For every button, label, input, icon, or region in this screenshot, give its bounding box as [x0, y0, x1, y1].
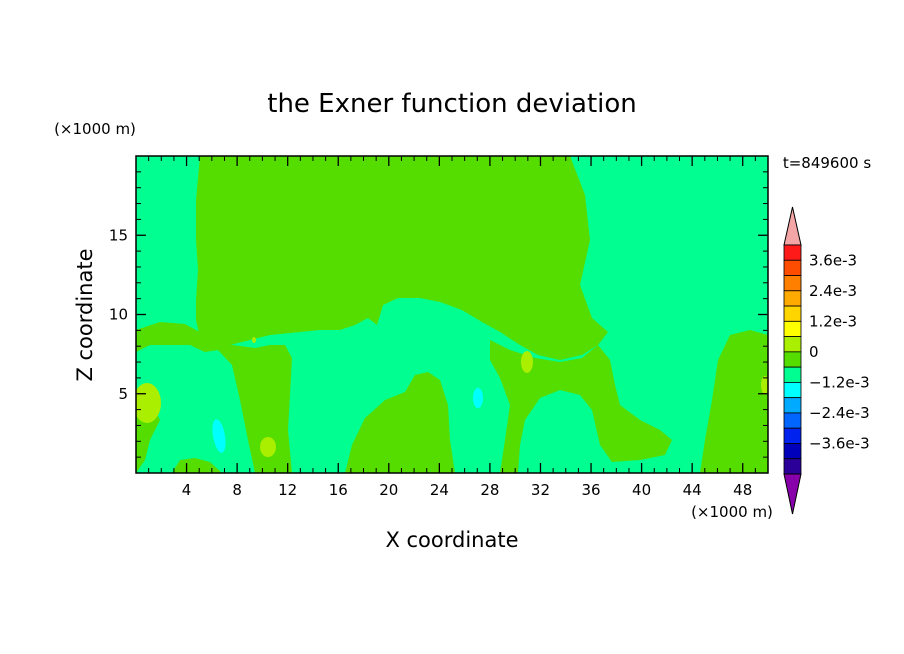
colorbar-label: −1.2e-3: [809, 373, 870, 391]
colorbar-swatch: [783, 305, 802, 322]
colorbar-label: −3.6e-3: [809, 434, 870, 452]
colorbar-label: −2.4e-3: [809, 404, 870, 422]
colorbar-swatch: [783, 244, 802, 261]
y-axis-label: Z coordinate: [73, 248, 97, 381]
colorbar-swatch: [783, 336, 802, 353]
x-tick-label: 28: [480, 481, 499, 499]
colorbar-label: 1.2e-3: [809, 312, 857, 330]
x-tick-label: 20: [379, 481, 398, 499]
colorbar-swatch: [783, 366, 802, 383]
colorbar-swatch: [783, 381, 802, 399]
colorbar-swatch: [783, 275, 802, 292]
x-axis-ticks: 4 8 12 16 20 24 28 32 36 40 44 48: [148, 156, 756, 499]
contour-spot-3: [521, 351, 533, 373]
x-tick-label: 48: [733, 481, 752, 499]
contour-region-lower-right: [700, 330, 768, 473]
contour-cyan-2: [473, 388, 483, 408]
colorbar-swatch: [783, 397, 802, 414]
colorbar-swatch: [783, 443, 802, 460]
contour-region-left: [136, 322, 292, 473]
colorbar-label: 3.6e-3: [809, 251, 857, 269]
colorbar-label: 0: [809, 343, 819, 361]
contour-region-right: [490, 340, 672, 473]
colorbar-swatch: [783, 412, 802, 429]
colorbar-under-arrow: [783, 473, 802, 515]
colorbar: 3.6e-3 2.4e-3 1.2e-3 0 −1.2e-3 −2.4e-3 −3.6e-3: [783, 206, 870, 515]
contour-spot-1: [136, 383, 161, 423]
colorbar-swatch: [783, 351, 802, 368]
x-tick-label: 4: [182, 481, 192, 499]
x-unit-label: (×1000 m): [691, 503, 773, 521]
x-tick-label: 16: [329, 481, 348, 499]
y-tick-label: 10: [109, 306, 128, 324]
contour-spot-5: [252, 337, 256, 343]
contour-field: [136, 156, 768, 473]
y-axis-ticks: 5 10 15: [109, 171, 768, 458]
x-tick-label: 8: [232, 481, 242, 499]
x-tick-label: 32: [531, 481, 550, 499]
contour-region-bottom-a: [172, 458, 222, 473]
time-label: t=849600 s: [783, 154, 871, 172]
contour-region-upper: [196, 156, 608, 360]
chart-title: the Exner function deviation: [267, 89, 637, 119]
x-axis-label: X coordinate: [385, 528, 518, 552]
y-tick-label: 15: [109, 226, 128, 244]
x-tick-label: 36: [581, 481, 600, 499]
colorbar-swatch: [783, 320, 802, 338]
colorbar-over-arrow: [783, 206, 802, 246]
contour-spot-2: [260, 437, 276, 457]
x-tick-label: 44: [683, 481, 702, 499]
y-unit-label: (×1000 m): [54, 120, 136, 138]
colorbar-label: 2.4e-3: [809, 282, 857, 300]
colorbar-swatch: [783, 290, 802, 307]
colorbar-swatch: [783, 427, 802, 444]
x-tick-label: 12: [278, 481, 297, 499]
colorbar-swatch: [783, 458, 802, 475]
y-tick-label: 5: [118, 385, 128, 403]
contour-spot-4: [761, 376, 768, 394]
colorbar-swatch: [783, 259, 802, 276]
x-tick-label: 40: [632, 481, 651, 499]
contour-region-center: [345, 372, 455, 473]
contour-cyan-1: [212, 419, 226, 453]
x-tick-label: 24: [430, 481, 449, 499]
